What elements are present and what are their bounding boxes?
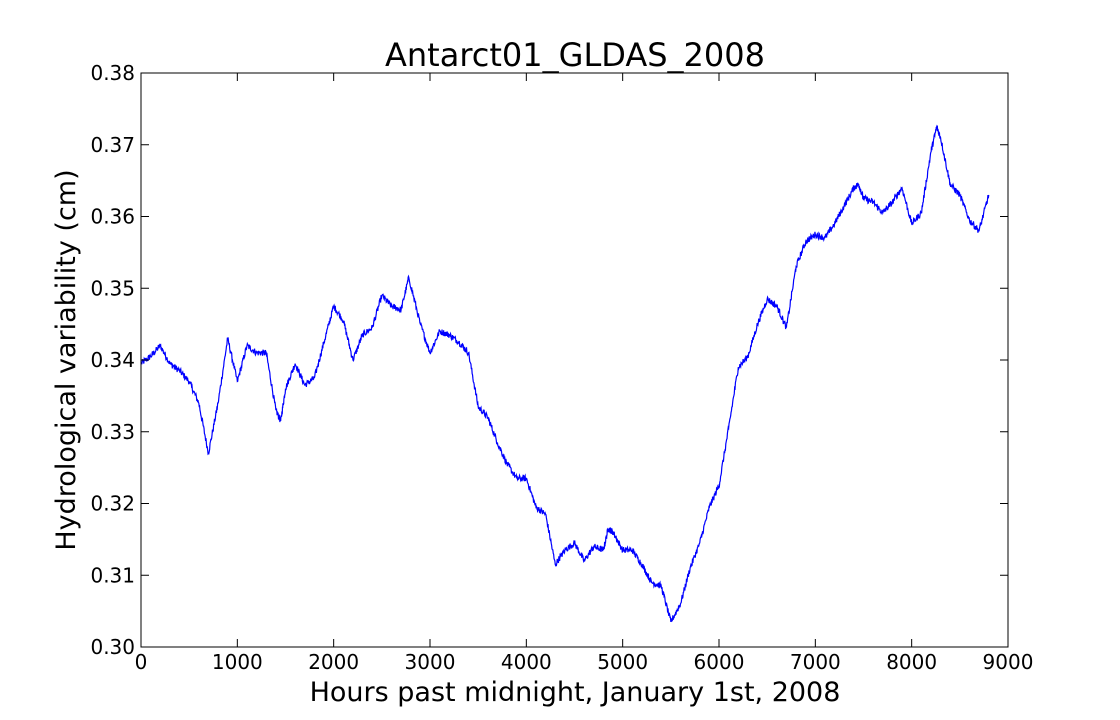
y-tick-label: 0.32: [90, 492, 135, 516]
y-tick-label: 0.34: [90, 348, 135, 372]
series-line: [140, 124, 990, 623]
y-tick-label: 0.30: [90, 635, 135, 659]
y-tick-label: 0.38: [90, 61, 135, 85]
x-tick-label: 6000: [694, 650, 745, 674]
x-tick-label: 3000: [405, 650, 456, 674]
x-tick-label: 9000: [983, 650, 1034, 674]
x-tick-label: 8000: [886, 650, 937, 674]
x-tick-label: 1000: [212, 650, 263, 674]
ticks-layer: 0 1000 2000 3000 4000 5000 6000 7000 8000 9000 0.3…: [90, 61, 1033, 674]
y-tick-label: 0.35: [90, 276, 135, 300]
y-tick-label: 0.36: [90, 205, 135, 229]
x-tick-label: 4000: [501, 650, 552, 674]
y-tick-label: 0.33: [90, 420, 135, 444]
plot-area: 0 1000 2000 3000 4000 5000 6000 7000 8000 9000 0.3…: [90, 61, 1033, 674]
x-tick-label: 0: [135, 650, 148, 674]
chart-title: Antarct01_GLDAS_2008: [385, 36, 765, 74]
x-tick-label: 2000: [308, 650, 359, 674]
y-tick-label: 0.37: [90, 133, 135, 157]
x-tick-label: 7000: [790, 650, 841, 674]
x-tick-label: 5000: [597, 650, 648, 674]
y-tick-label: 0.31: [90, 563, 135, 587]
y-axis-label: Hydrological variability (cm): [51, 169, 82, 550]
x-axis-label: Hours past midnight, January 1st, 2008: [310, 677, 841, 708]
series-layer: [140, 124, 990, 623]
